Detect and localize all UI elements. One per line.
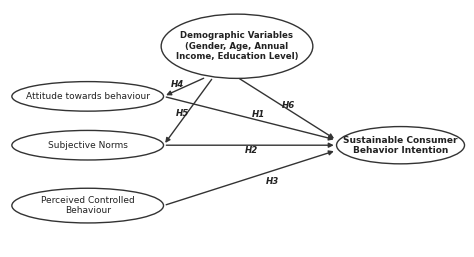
Text: Sustainable Consumer
Behavior Intention: Sustainable Consumer Behavior Intention: [343, 135, 458, 155]
Text: Subjective Norms: Subjective Norms: [48, 141, 128, 150]
Text: H1: H1: [252, 110, 265, 119]
Text: H3: H3: [266, 177, 279, 186]
Text: Perceived Controlled
Behaviour: Perceived Controlled Behaviour: [41, 196, 135, 215]
Text: Attitude towards behaviour: Attitude towards behaviour: [26, 92, 150, 101]
Text: H2: H2: [245, 146, 258, 155]
Text: H6: H6: [282, 101, 295, 110]
Text: Demographic Variables
(Gender, Age, Annual
Income, Education Level): Demographic Variables (Gender, Age, Annu…: [176, 31, 298, 61]
Text: H4: H4: [171, 79, 184, 89]
Text: H5: H5: [176, 108, 189, 118]
